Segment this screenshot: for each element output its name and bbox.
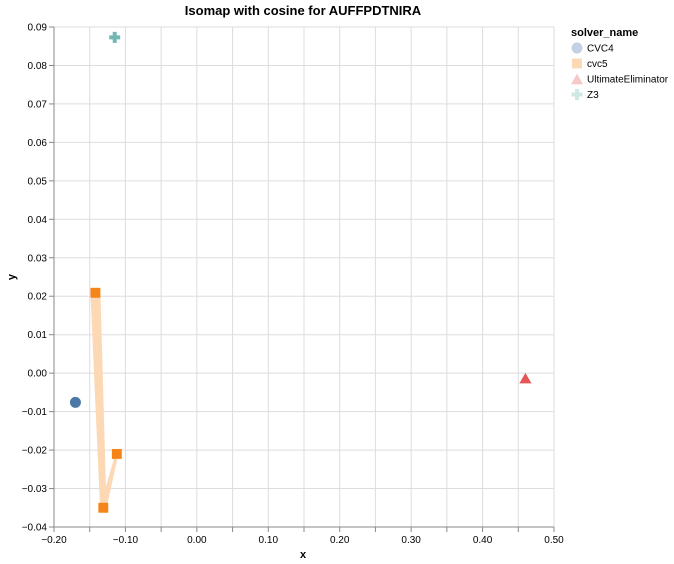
x-tick-label: 0.40	[473, 535, 493, 546]
y-tick-label: 0.00	[28, 369, 48, 380]
x-axis-title: x	[300, 549, 307, 561]
y-tick-label: 0.08	[28, 61, 48, 72]
axes: −0.20 −0.10 0.00 0.10 0.20 0.30 0.40 0.50 −0.04 −…	[22, 23, 564, 547]
z3-point	[109, 31, 121, 43]
legend-title: solver_name	[571, 27, 638, 39]
x-tick-label: −0.20	[41, 535, 67, 546]
cvc5-trail	[90, 292, 119, 509]
x-tick-label: 0.00	[187, 535, 207, 546]
grid	[53, 26, 555, 528]
y-axis-title: y	[6, 273, 18, 280]
data-points	[69, 31, 532, 513]
y-tick-label: 0.04	[28, 215, 48, 226]
legend-symbol-cvc5	[572, 58, 582, 69]
chart-title: Isomap with cosine for AUFFPDTNIRA	[185, 3, 422, 18]
legend-label-ultimateeliminator: UltimateEliminator	[587, 75, 669, 86]
y-tick-label: 0.07	[28, 99, 48, 110]
x-tick-label: −0.10	[113, 535, 139, 546]
x-tick-label: 0.50	[544, 535, 564, 546]
y-tick-label: −0.03	[22, 484, 48, 495]
cvc4-point	[69, 396, 81, 408]
y-tick-label: −0.04	[22, 523, 48, 534]
y-tick-label: 0.01	[28, 330, 48, 341]
y-tick-label: 0.03	[28, 253, 48, 264]
legend-symbol-z3	[571, 89, 583, 100]
legend: solver_name CVC4 cvc5 UltimateEliminator Z3	[570, 27, 669, 101]
trail-segment	[100, 453, 119, 509]
y-tick-label: 0.09	[28, 23, 48, 34]
legend-label-cvc4: CVC4	[587, 44, 614, 55]
cvc5-point	[90, 287, 101, 298]
cvc5-point	[98, 502, 109, 513]
legend-symbol-cvc4	[571, 42, 583, 54]
legend-label-z3: Z3	[587, 90, 599, 101]
y-tick-label: 0.06	[28, 138, 48, 149]
ultimateeliminator-point	[519, 372, 532, 384]
cvc5-point	[111, 448, 122, 459]
x-tick-label: 0.10	[259, 535, 279, 546]
y-tick-label: 0.05	[28, 176, 48, 187]
y-tick-label: 0.02	[28, 292, 48, 303]
trail-segment	[90, 292, 107, 508]
y-tick-label: −0.02	[22, 446, 48, 457]
x-tick-label: 0.20	[330, 535, 350, 546]
y-tick-label: −0.01	[22, 407, 48, 418]
legend-label-cvc5: cvc5	[587, 59, 608, 70]
legend-symbol-ultimateeliminator	[570, 73, 584, 85]
x-tick-label: 0.30	[401, 535, 421, 546]
